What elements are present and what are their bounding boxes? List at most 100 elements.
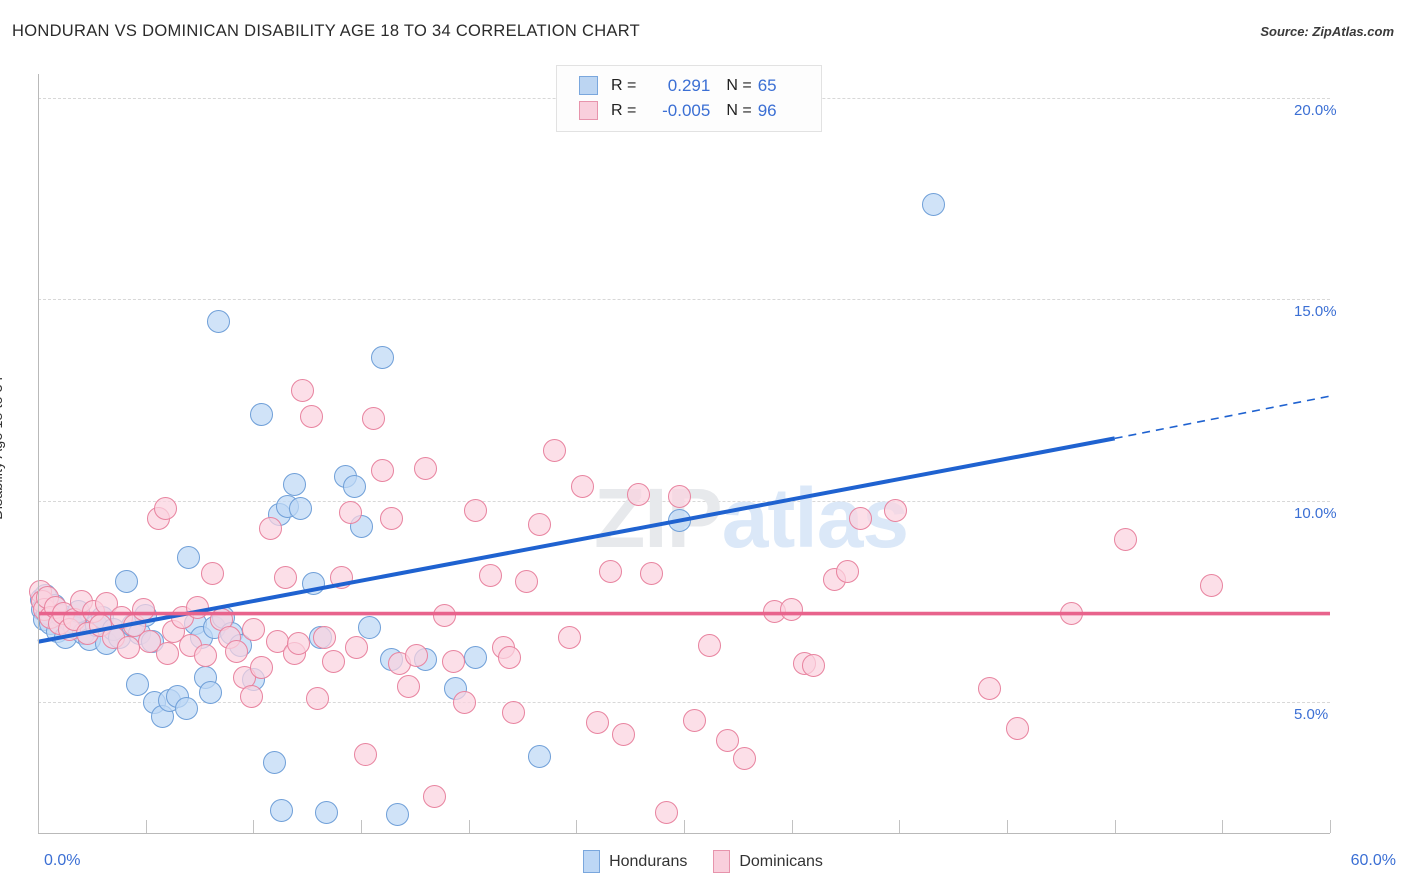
scatter-point-blue bbox=[371, 346, 395, 370]
scatter-point-pink bbox=[345, 636, 369, 660]
scatter-point-blue bbox=[302, 571, 326, 595]
correlation-row-hondurans: R = 0.291 N = 65 bbox=[557, 73, 821, 98]
scatter-point-blue bbox=[343, 475, 367, 499]
scatter-point-pink bbox=[116, 636, 140, 660]
series-label: Dominicans bbox=[739, 852, 823, 870]
scatter-point-pink bbox=[698, 634, 722, 658]
scatter-point-pink bbox=[291, 378, 315, 402]
y-axis-title: Disability Age 18 to 34 bbox=[0, 376, 6, 520]
scatter-point-pink bbox=[132, 598, 155, 622]
x-axis-tick bbox=[468, 820, 470, 833]
scatter-point-pink bbox=[452, 690, 476, 714]
scatter-point-pink bbox=[250, 656, 274, 680]
scatter-point-pink bbox=[353, 742, 377, 766]
scatter-point-pink bbox=[478, 563, 502, 587]
y-axis-tick-label: 15.0% bbox=[1294, 303, 1337, 321]
x-axis-tick bbox=[791, 820, 793, 833]
scatter-point-pink bbox=[379, 507, 403, 531]
scatter-point-blue bbox=[263, 751, 287, 775]
n-label: N = bbox=[726, 76, 752, 94]
scatter-point-pink bbox=[463, 499, 487, 523]
scatter-point-blue bbox=[528, 744, 552, 768]
scatter-point-pink bbox=[414, 457, 438, 481]
scatter-point-pink bbox=[405, 644, 429, 668]
scatter-point-pink bbox=[599, 559, 623, 583]
scatter-point-pink bbox=[627, 483, 651, 507]
scatter-point-pink bbox=[558, 626, 582, 650]
scatter-point-blue bbox=[668, 509, 692, 533]
scatter-point-pink bbox=[259, 517, 283, 541]
y-axis-tick-label: 10.0% bbox=[1294, 504, 1337, 522]
scatter-point-pink bbox=[338, 501, 362, 525]
n-value: 65 bbox=[757, 75, 777, 95]
scatter-point-pink bbox=[1200, 573, 1224, 597]
scatter-point-pink bbox=[330, 565, 354, 589]
series-legend-item-dominicans[interactable]: Dominicans bbox=[713, 850, 823, 873]
scatter-point-pink bbox=[287, 632, 311, 656]
scatter-point-pink bbox=[396, 674, 420, 698]
scatter-point-pink bbox=[1113, 527, 1137, 551]
scatter-point-pink bbox=[371, 459, 395, 483]
scatter-point-pink bbox=[640, 561, 664, 585]
legend-swatch-dominicans bbox=[579, 101, 598, 120]
scatter-point-pink bbox=[978, 676, 1002, 700]
scatter-point-pink bbox=[185, 596, 209, 619]
scatter-point-pink bbox=[498, 646, 522, 670]
scatter-point-pink bbox=[239, 684, 263, 708]
scatter-point-blue bbox=[282, 473, 306, 497]
scatter-point-pink bbox=[1060, 602, 1084, 626]
scatter-point-pink bbox=[241, 618, 265, 642]
n-label: N = bbox=[726, 101, 752, 119]
x-axis-tick bbox=[1007, 820, 1008, 833]
scatter-point-pink bbox=[274, 565, 298, 589]
scatter-point-pink bbox=[849, 507, 873, 531]
r-label: R = bbox=[611, 76, 637, 94]
scatter-point-pink bbox=[155, 642, 179, 666]
series-legend: Hondurans Dominicans bbox=[0, 850, 1406, 873]
correlation-row-dominicans: R = -0.005 N = 96 bbox=[557, 98, 821, 123]
scatter-point-pink bbox=[528, 513, 552, 537]
scatter-point-blue bbox=[207, 310, 231, 334]
scatter-point-pink bbox=[1006, 716, 1030, 740]
scatter-point-blue bbox=[463, 646, 487, 670]
y-axis-tick-label: 5.0% bbox=[1294, 706, 1329, 724]
scatter-point-pink bbox=[571, 475, 595, 499]
x-axis-tick bbox=[38, 820, 39, 833]
scatter-point-blue bbox=[922, 193, 946, 217]
scatter-point-blue bbox=[315, 801, 339, 825]
scatter-point-pink bbox=[515, 569, 539, 593]
scatter-point-blue bbox=[177, 545, 201, 569]
scatter-point-pink bbox=[362, 406, 386, 430]
scatter-point-pink bbox=[668, 485, 692, 509]
scatter-point-pink bbox=[801, 654, 825, 678]
page-title: HONDURAN VS DOMINICAN DISABILITY AGE 18 … bbox=[12, 22, 641, 40]
x-axis-max-label: 60.0% bbox=[1350, 852, 1396, 869]
scatter-point-pink bbox=[312, 626, 336, 650]
series-label: Hondurans bbox=[609, 852, 688, 870]
scatter-point-pink bbox=[612, 722, 636, 746]
series-chip-dominicans bbox=[713, 850, 731, 873]
x-axis-tick bbox=[1114, 820, 1116, 833]
r-value: 0.291 bbox=[667, 75, 711, 95]
series-legend-item-hondurans[interactable]: Hondurans bbox=[583, 850, 687, 873]
scatter-point-pink bbox=[194, 644, 218, 668]
scatter-point-pink bbox=[153, 497, 177, 521]
scatter-point-pink bbox=[732, 747, 756, 770]
legend-swatch-hondurans bbox=[579, 76, 598, 95]
scatter-point-blue bbox=[114, 569, 138, 593]
scatter-point-pink bbox=[502, 700, 526, 724]
y-axis bbox=[38, 74, 39, 833]
scatter-point-pink bbox=[224, 640, 248, 664]
scatter-point-pink bbox=[299, 404, 323, 428]
scatter-point-blue bbox=[269, 799, 293, 823]
scatter-point-blue bbox=[289, 497, 313, 521]
scatter-point-pink bbox=[836, 559, 860, 583]
x-axis-tick bbox=[1222, 820, 1224, 833]
x-axis-tick bbox=[899, 820, 901, 833]
scatter-point-pink bbox=[715, 728, 739, 752]
watermark-atlas: atlas bbox=[721, 471, 909, 565]
plot-area: ZIPatlas bbox=[28, 74, 1330, 833]
correlation-legend: R = 0.291 N = 65 R = -0.005 N = 96 bbox=[556, 65, 822, 132]
x-axis-tick bbox=[145, 820, 147, 833]
